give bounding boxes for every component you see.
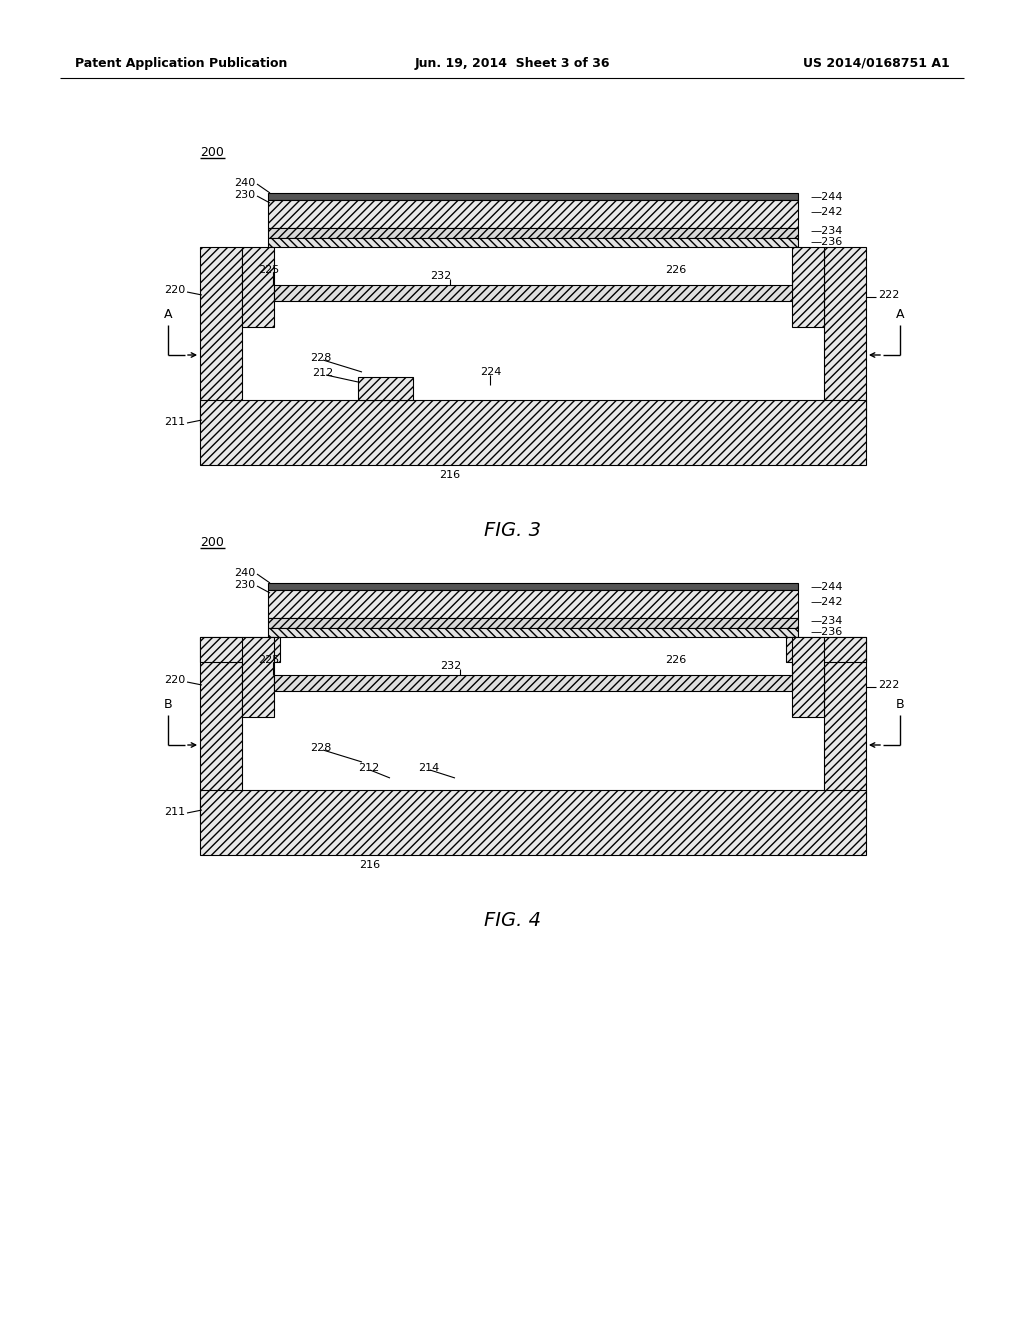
Text: 216: 216 — [359, 861, 381, 870]
Text: 214: 214 — [418, 763, 439, 774]
Text: 228: 228 — [310, 743, 332, 752]
Text: —236: —236 — [810, 627, 843, 638]
Text: 211: 211 — [164, 417, 185, 426]
Bar — [274, 675, 792, 690]
Bar — [200, 638, 280, 663]
Bar — [268, 590, 798, 618]
Text: 220: 220 — [164, 675, 185, 685]
Text: FIG. 3: FIG. 3 — [483, 520, 541, 540]
Text: 212: 212 — [358, 763, 379, 774]
Text: 228: 228 — [310, 352, 332, 363]
Text: 200: 200 — [200, 147, 224, 160]
Text: 230: 230 — [233, 190, 255, 201]
Text: 224: 224 — [480, 367, 502, 378]
Bar — [268, 628, 798, 638]
Text: —234: —234 — [810, 226, 843, 236]
Text: —242: —242 — [810, 597, 843, 607]
Bar — [786, 638, 866, 663]
Text: 216: 216 — [439, 470, 461, 480]
Text: —242: —242 — [810, 207, 843, 216]
Bar — [242, 247, 274, 327]
Text: 226: 226 — [665, 265, 686, 275]
Text: 225: 225 — [258, 265, 280, 275]
Text: —234: —234 — [810, 616, 843, 626]
Bar — [824, 638, 866, 817]
Bar — [200, 789, 866, 855]
Text: 232: 232 — [430, 271, 452, 281]
Text: B: B — [896, 698, 904, 711]
Text: 240: 240 — [233, 568, 255, 578]
Bar — [268, 193, 798, 201]
Bar — [200, 638, 242, 817]
Bar — [242, 638, 274, 717]
Bar — [268, 618, 798, 628]
Text: US 2014/0168751 A1: US 2014/0168751 A1 — [803, 57, 950, 70]
Bar — [274, 285, 792, 301]
Text: 222: 222 — [878, 680, 899, 690]
Bar — [824, 247, 866, 426]
Text: FIG. 4: FIG. 4 — [483, 911, 541, 929]
Text: 222: 222 — [878, 290, 899, 300]
Text: 232: 232 — [440, 661, 461, 671]
Bar — [200, 400, 866, 465]
Text: 230: 230 — [233, 579, 255, 590]
Bar — [268, 228, 798, 238]
Bar — [792, 247, 824, 327]
Bar — [268, 238, 798, 247]
Text: 226: 226 — [665, 655, 686, 665]
Text: Jun. 19, 2014  Sheet 3 of 36: Jun. 19, 2014 Sheet 3 of 36 — [415, 57, 609, 70]
Bar — [792, 638, 824, 717]
Text: 240: 240 — [233, 178, 255, 187]
Text: 200: 200 — [200, 536, 224, 549]
Text: —244: —244 — [810, 191, 843, 202]
Bar — [358, 378, 413, 400]
Text: —244: —244 — [810, 582, 843, 591]
Text: A: A — [896, 309, 904, 322]
Bar — [268, 583, 798, 590]
Text: —236: —236 — [810, 238, 843, 247]
Text: Patent Application Publication: Patent Application Publication — [75, 57, 288, 70]
Text: 212: 212 — [312, 368, 333, 378]
Text: 211: 211 — [164, 807, 185, 817]
Text: 225: 225 — [258, 655, 280, 665]
Bar — [268, 201, 798, 228]
Text: B: B — [164, 698, 172, 711]
Text: A: A — [164, 309, 172, 322]
Bar — [200, 247, 242, 426]
Text: 220: 220 — [164, 285, 185, 294]
